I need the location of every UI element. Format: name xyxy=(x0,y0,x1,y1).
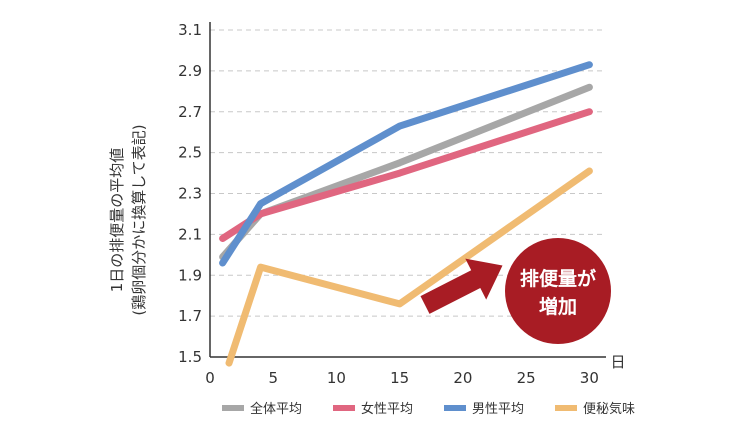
x-tick-label: 5 xyxy=(268,369,278,387)
legend-label: 便秘気味 xyxy=(583,401,635,417)
y-axis-title: 1日の排便量の平均値 (鶏卵個分かに換算して表記) xyxy=(108,124,148,315)
y-tick-label: 2.1 xyxy=(178,225,202,243)
increase-badge xyxy=(505,238,611,344)
y-tick-label: 3.1 xyxy=(178,21,202,39)
y-tick-label: 2.9 xyxy=(178,62,202,80)
x-tick-label: 0 xyxy=(205,369,215,387)
y-tick-label: 1.9 xyxy=(178,266,202,284)
series-lines xyxy=(219,61,593,367)
y-tick-labels: 1.5 1.7 1.9 2.1 2.3 2.5 2.7 2.9 3.1 xyxy=(178,21,202,366)
x-tick-label: 15 xyxy=(390,369,409,387)
legend: 全体平均 女性平均 男性平均 便秘気味 xyxy=(222,401,635,417)
badge-text-line2: 増加 xyxy=(539,295,577,318)
axes xyxy=(209,22,606,358)
series-line xyxy=(219,108,593,242)
increase-annotation: 排便量が 増加 xyxy=(420,238,611,344)
legend-label: 女性平均 xyxy=(361,401,413,417)
y-tick-label: 1.5 xyxy=(178,348,202,366)
x-tick-label: 20 xyxy=(453,369,472,387)
series-line xyxy=(219,61,593,267)
legend-label: 全体平均 xyxy=(250,401,302,417)
badge-text-line1: 排便量が xyxy=(520,267,596,290)
y-axis-label-line1: 1日の排便量の平均値 xyxy=(108,148,126,293)
legend-label: 男性平均 xyxy=(472,402,524,417)
y-tick-label: 2.7 xyxy=(178,103,202,121)
x-axis-label: 日 xyxy=(610,353,625,371)
y-tick-label: 2.5 xyxy=(178,144,202,162)
y-tick-label: 2.3 xyxy=(178,185,202,203)
increase-arrow xyxy=(420,258,503,314)
x-tick-label: 25 xyxy=(517,369,536,387)
x-tick-label: 10 xyxy=(327,369,346,387)
x-tick-labels: 0 5 10 15 20 25 30 xyxy=(205,369,599,387)
series-line xyxy=(225,167,593,367)
y-tick-label: 1.7 xyxy=(178,307,202,325)
x-tick-label: 30 xyxy=(580,369,599,387)
y-axis-label-line2: (鶏卵個分かに換算して表記) xyxy=(130,124,148,315)
